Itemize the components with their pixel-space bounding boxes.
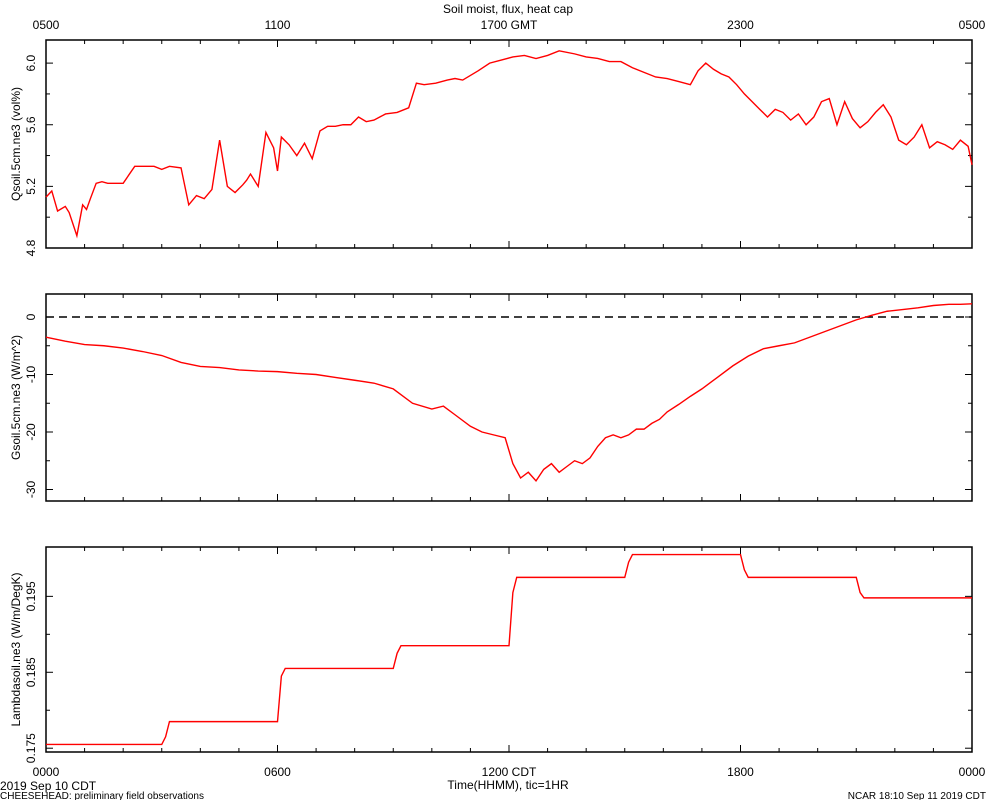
top-axis-labels: 0500 1100 1700 GMT 2300 0500 [33, 18, 986, 32]
top-axis-tick-label: 1700 GMT [481, 18, 538, 32]
series-line-qsoil [45, 50, 973, 239]
panel-qsoil: 4.8 5.2 5.6 6.0 Qsoil.5cm.ne3 (vol%) [9, 39, 973, 256]
y-tick-label: 0.195 [24, 581, 38, 611]
y-tick-label: -10 [24, 366, 38, 384]
bottom-axis-tick-label: 1800 [727, 765, 754, 779]
bottom-axis-labels: 0000 0600 1200 CDT 1800 0000 [33, 765, 986, 779]
date-label: 2019 Sep 10 CDT [0, 779, 97, 793]
bottom-axis-tick-label: 1200 CDT [482, 765, 537, 779]
bottom-axis-tick-label: 0000 [959, 765, 986, 779]
top-axis-tick-label: 1100 [265, 18, 291, 32]
y-tick-label: 0.185 [24, 657, 38, 687]
y-tick-label: 0 [24, 313, 38, 320]
footer-right: NCAR 18:10 Sep 11 2019 CDT [848, 791, 986, 800]
panel-gsoil: -30 -20 -10 0 Gsoil.5cm.ne3 (W/m^2) [9, 293, 973, 502]
x-axis-title: Time(HHMM), tic=1HR [447, 778, 569, 792]
panel-frame [45, 39, 973, 249]
y-tick-label: 6.0 [24, 54, 38, 71]
y-tick-label: 5.2 [24, 178, 38, 195]
series-line-gsoil [45, 303, 973, 483]
y-tick-label: 5.6 [24, 116, 38, 133]
top-axis-tick-label: 2300 [727, 18, 754, 32]
footer-left: CHEESEHEAD: preliminary field observatio… [0, 791, 204, 800]
y-tick-label: 0.175 [24, 733, 38, 763]
panel-frame [45, 293, 973, 502]
y-axis-title: Lambdasoil.ne3 (W/m/DegK) [9, 572, 23, 726]
series-line-lambdasoil [46, 553, 972, 746]
bottom-axis-tick-label: 0000 [33, 765, 60, 779]
y-tick-label: 4.8 [24, 239, 38, 256]
y-axis-title: Gsoil.5cm.ne3 (W/m^2) [9, 335, 23, 460]
top-axis-tick-label: 0500 [959, 18, 986, 32]
y-axis-title: Qsoil.5cm.ne3 (vol%) [9, 87, 23, 201]
y-tick-label: -30 [24, 481, 38, 499]
panels: 4.8 5.2 5.6 6.0 Qsoil.5cm.ne3 (vol%) -30 -20 -1… [9, 39, 973, 763]
top-axis-tick-label: 0500 [33, 18, 60, 32]
bottom-axis-tick-label: 0600 [264, 765, 291, 779]
chart-title: Soil moist, flux, heat cap [443, 2, 573, 16]
y-tick-label: -20 [24, 423, 38, 441]
